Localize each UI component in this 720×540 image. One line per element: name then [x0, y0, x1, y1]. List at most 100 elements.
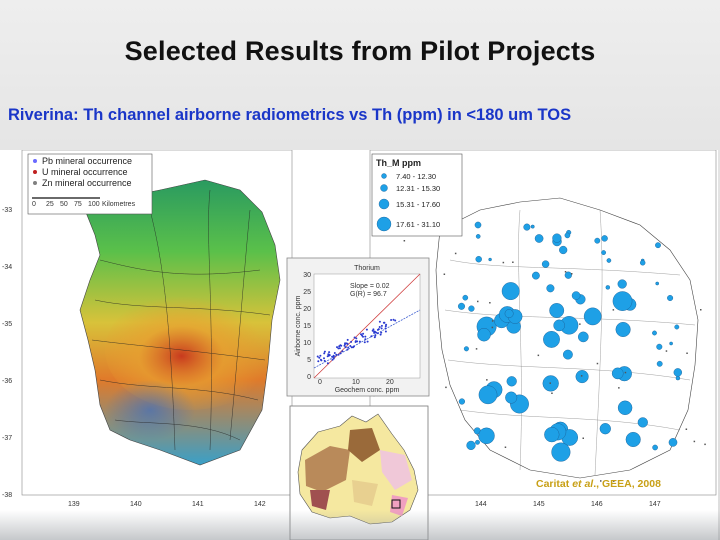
scatter-point: [323, 350, 326, 353]
sample-point: [501, 282, 520, 301]
sample-point: [637, 417, 648, 428]
scatter-point: [379, 333, 382, 336]
figure-panel: -33 -34 -35 -36 -37 -38 139 140 141 142 144 145 146 1…: [0, 150, 718, 540]
left-map-hotspot: [105, 290, 275, 410]
scatter-point: [318, 356, 321, 359]
map-tick-labels: -33 -34 -35 -36 -37 -38 139 140 141 142 144 145 146 1…: [2, 207, 661, 508]
scatter-point: [378, 326, 381, 328]
scatter-point: [345, 342, 348, 345]
left-lon-tick-label: 139: [68, 501, 80, 508]
scatter-point: [332, 357, 335, 360]
scatter-point: [340, 344, 343, 347]
th-legend-title: Th_M ppm: [376, 158, 421, 168]
scatter-point: [353, 336, 356, 339]
legend-marker: [33, 159, 37, 163]
sample-point: [571, 291, 581, 300]
scatter-point: [339, 352, 342, 355]
background-sample-mark: [512, 261, 514, 263]
sample-point: [506, 376, 517, 387]
scatter-point: [319, 358, 322, 361]
scale-tick-label: 75: [74, 201, 82, 208]
lat-tick-label: -37: [2, 435, 12, 442]
sample-point: [652, 330, 657, 336]
background-sample-mark: [579, 323, 581, 325]
inset-scatter-plot: Thorium Slope = 0.02 G(R) = 96.7 Airborn…: [286, 257, 430, 397]
background-sample-mark: [693, 440, 696, 443]
australia-geology-unit-5: [352, 480, 378, 506]
sample-point: [563, 349, 573, 360]
sample-point: [601, 235, 608, 242]
sample-point: [656, 360, 663, 367]
scatter-y-tick: 25: [303, 289, 311, 296]
scatter-tick-labels: 30 25 20 15 10 5 00 10 20: [303, 272, 394, 386]
scatter-point: [326, 362, 329, 365]
scatter-point: [362, 332, 365, 335]
scatter-point: [317, 360, 320, 363]
background-sample-mark: [686, 352, 688, 354]
sample-point: [488, 257, 492, 262]
left-map-coolspot: [105, 380, 195, 440]
background-sample-mark: [551, 392, 553, 394]
background-sample-mark: [624, 371, 627, 374]
scatter-x-tick: 10: [352, 379, 360, 386]
sample-point: [612, 291, 633, 311]
australia-geology-unit-4: [310, 490, 330, 510]
australia-geology-unit-2: [348, 428, 380, 462]
scatter-point: [337, 353, 340, 356]
sample-point: [475, 234, 481, 239]
th-legend-label: 17.61 - 31.10: [396, 220, 440, 229]
scatter-point: [385, 323, 388, 326]
th-legend-symbol: [378, 198, 390, 210]
sample-point: [652, 444, 658, 451]
right-lon-tick-label: 144: [475, 501, 487, 508]
sample-point: [599, 423, 611, 435]
background-sample-mark: [486, 379, 488, 381]
sample-point: [640, 260, 646, 266]
citation-credit: Caritat et al., GEEA, 2008: [536, 478, 661, 490]
scatter-y-tick: 0: [307, 374, 311, 381]
th-legend-label: 7.40 - 12.30: [396, 172, 436, 181]
scatter-point: [354, 341, 357, 343]
left-map-legend-box: [27, 153, 153, 215]
background-sample-mark: [477, 300, 479, 303]
sample-point: [468, 305, 475, 312]
scatter-point: [364, 338, 367, 341]
sample-point: [458, 398, 466, 405]
sample-point: [466, 440, 476, 451]
sample-point: [583, 307, 602, 326]
sample-point: [594, 237, 601, 244]
scale-tick-label: 25: [46, 201, 54, 208]
sample-point: [655, 281, 660, 286]
scatter-point: [346, 348, 349, 351]
scatter-point: [375, 331, 378, 334]
slide-subtitle: Riverina: Th channel airborne radiometri…: [8, 106, 572, 124]
scatter-annotation-2: G(R) = 96.7: [350, 291, 387, 298]
legend-label: Pb mineral occurrence: [42, 156, 132, 166]
sample-point: [477, 327, 491, 342]
th-legend-symbol: [381, 173, 387, 179]
lat-tick-label: -34: [2, 264, 12, 271]
sample-point: [523, 223, 531, 231]
scatter-point: [376, 332, 379, 335]
sample-point: [675, 375, 681, 381]
sample-point: [544, 427, 560, 443]
sample-point: [475, 439, 480, 445]
scatter-point: [335, 353, 338, 356]
right-lon-tick-label: 147: [649, 501, 661, 508]
legend-marker: [33, 170, 37, 174]
background-sample-mark: [491, 326, 494, 329]
background-sample-mark: [600, 480, 602, 482]
scatter-point: [333, 352, 336, 354]
background-sample-mark: [454, 252, 457, 255]
scatter-xlabel: Geochem conc. ppm: [335, 387, 400, 394]
sample-point: [564, 271, 572, 279]
sample-point: [475, 255, 482, 263]
scatter-point: [380, 324, 383, 327]
background-sample-mark: [502, 261, 505, 264]
sample-point: [669, 341, 673, 346]
scatter-point: [343, 344, 346, 347]
legend-label: U mineral occurrence: [42, 167, 128, 177]
scatter-point: [373, 336, 376, 339]
background-sample-mark: [612, 309, 615, 311]
